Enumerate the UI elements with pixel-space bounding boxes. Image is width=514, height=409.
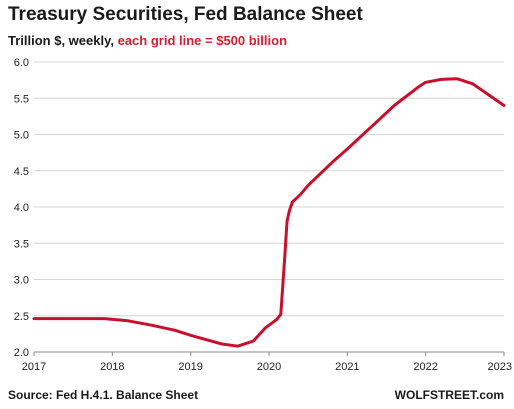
y-tick-label: 3.0 xyxy=(14,275,29,287)
source-note: Source: Fed H.4.1. Balance Sheet xyxy=(8,388,199,402)
y-tick-label: 2.5 xyxy=(14,311,29,323)
y-tick-label: 4.5 xyxy=(14,166,29,178)
y-tick-label: 5.0 xyxy=(14,130,29,142)
series-line-0 xyxy=(32,77,506,348)
brand-logo: WOLFSTREET.com xyxy=(394,388,504,402)
x-tick-label: 2019 xyxy=(178,361,202,373)
y-tick-label: 6.0 xyxy=(14,57,29,69)
x-tick-label: 2022 xyxy=(413,361,437,373)
x-tick-label: 2018 xyxy=(100,361,124,373)
series-group xyxy=(32,77,506,348)
chart-subtitle: Trillion $, weekly, each grid line = $50… xyxy=(8,33,287,48)
y-tick-label: 5.5 xyxy=(14,93,29,105)
y-axis-ticks: 2.0 2.5 3.0 3.5 4.0 4.5 5.0 5.5 6.0 xyxy=(14,57,29,359)
x-tick-label: 2017 xyxy=(22,361,46,373)
subtitle-units: Trillion $, weekly, xyxy=(8,33,118,48)
subtitle-grid-note: each grid line = $500 billion xyxy=(117,33,288,48)
chart-title: Treasury Securities, Fed Balance Sheet xyxy=(8,4,363,25)
x-tick-label: 2020 xyxy=(257,361,281,373)
y-tick-label: 4.0 xyxy=(14,202,29,214)
grid-lines xyxy=(34,61,504,353)
x-tick-label: 2021 xyxy=(335,361,359,373)
y-tick-label: 2.0 xyxy=(14,347,29,359)
y-tick-label: 3.5 xyxy=(14,238,29,250)
x-tick-label: 2023 xyxy=(488,361,512,373)
x-axis-ticks: 2017 2018 2019 2020 2021 2022 2023 xyxy=(22,352,512,373)
